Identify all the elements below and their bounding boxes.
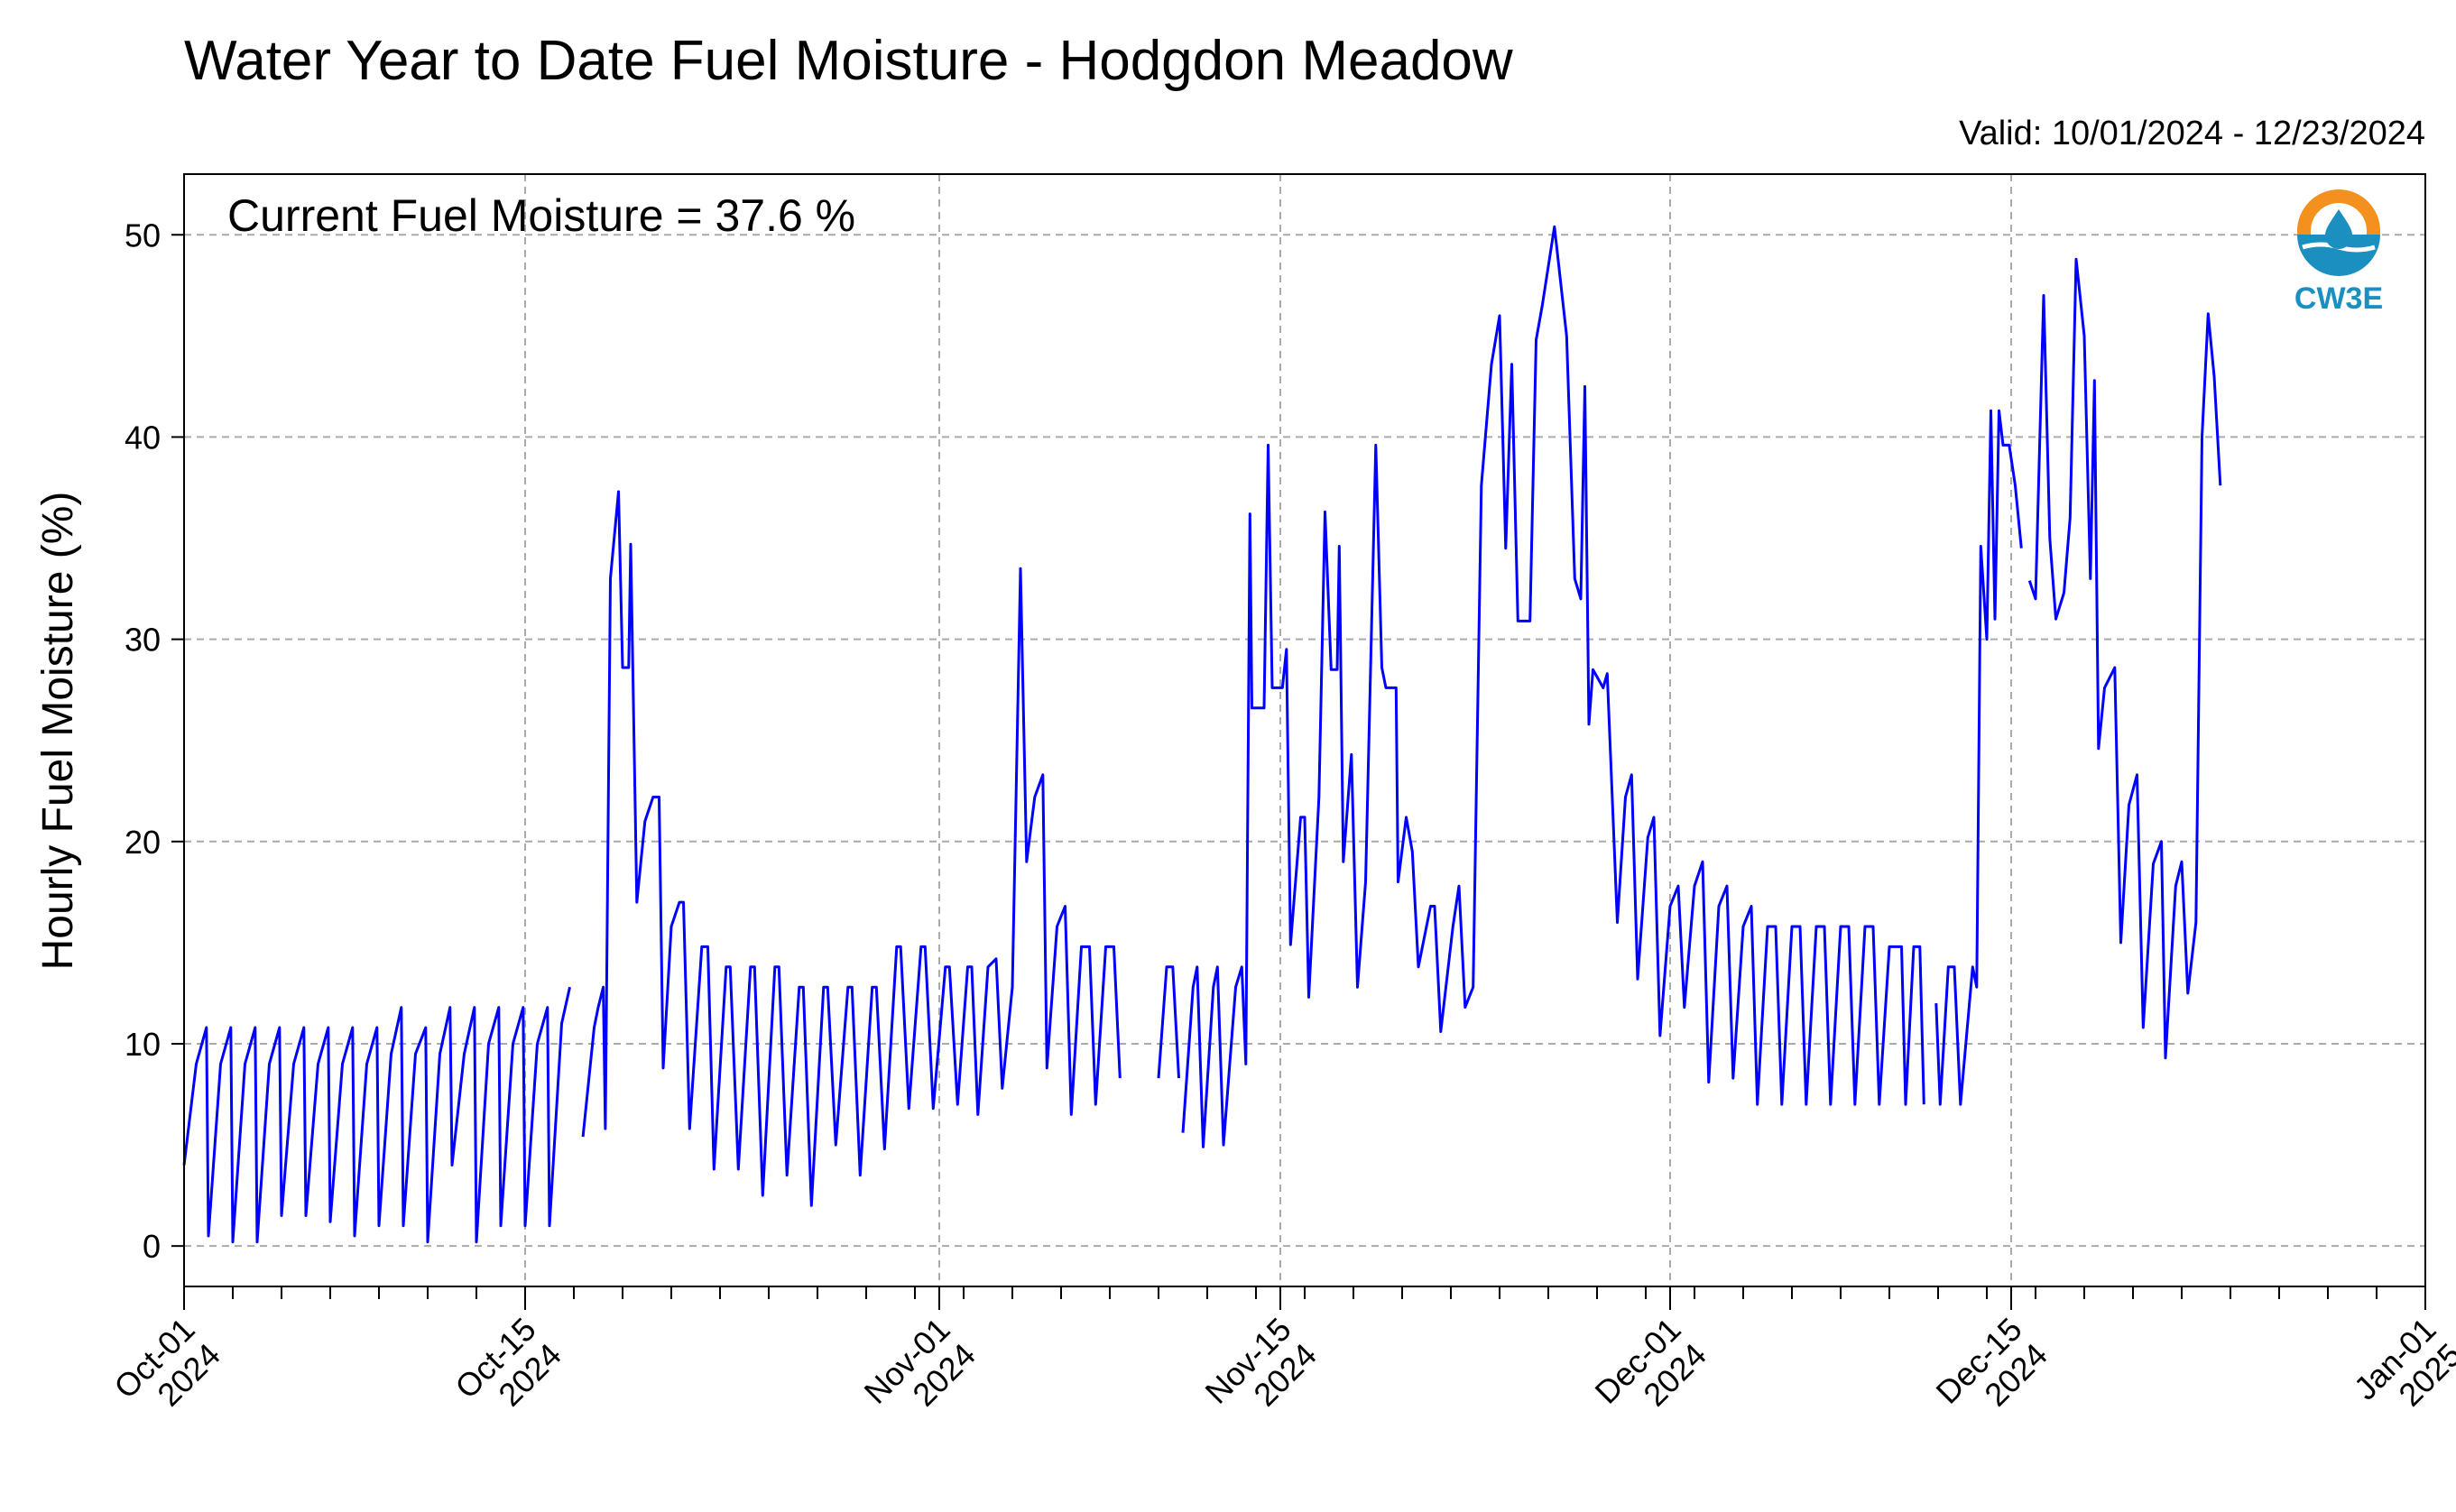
y-tick-label: 20 [125,824,161,861]
y-tick-label: 0 [143,1228,161,1265]
y-tick-label: 10 [125,1026,161,1063]
fuel-moisture-line [182,225,2222,1244]
logo-wordmark: CW3E [2294,281,2383,316]
chart-title: Water Year to Date Fuel Moisture - Hodgd… [184,30,1513,92]
y-tick-label: 40 [125,419,161,456]
y-tick-label: 50 [125,217,161,254]
y-axis: 0 10 20 30 40 50 [125,217,184,1265]
grid [184,174,2425,1286]
current-fuel-moisture-annotation: Current Fuel Moisture = 37.6 % [227,190,855,241]
valid-date-range: Valid: 10/01/2024 - 12/23/2024 [1959,115,2425,152]
cw3e-logo: CW3E [2294,189,2383,316]
series-line [182,225,2222,1244]
plot-frame [183,173,2426,1287]
water-drop-icon [2325,209,2352,249]
y-axis-label: Hourly Fuel Moisture (%) [34,492,82,971]
y-tick-label: 30 [125,622,161,659]
